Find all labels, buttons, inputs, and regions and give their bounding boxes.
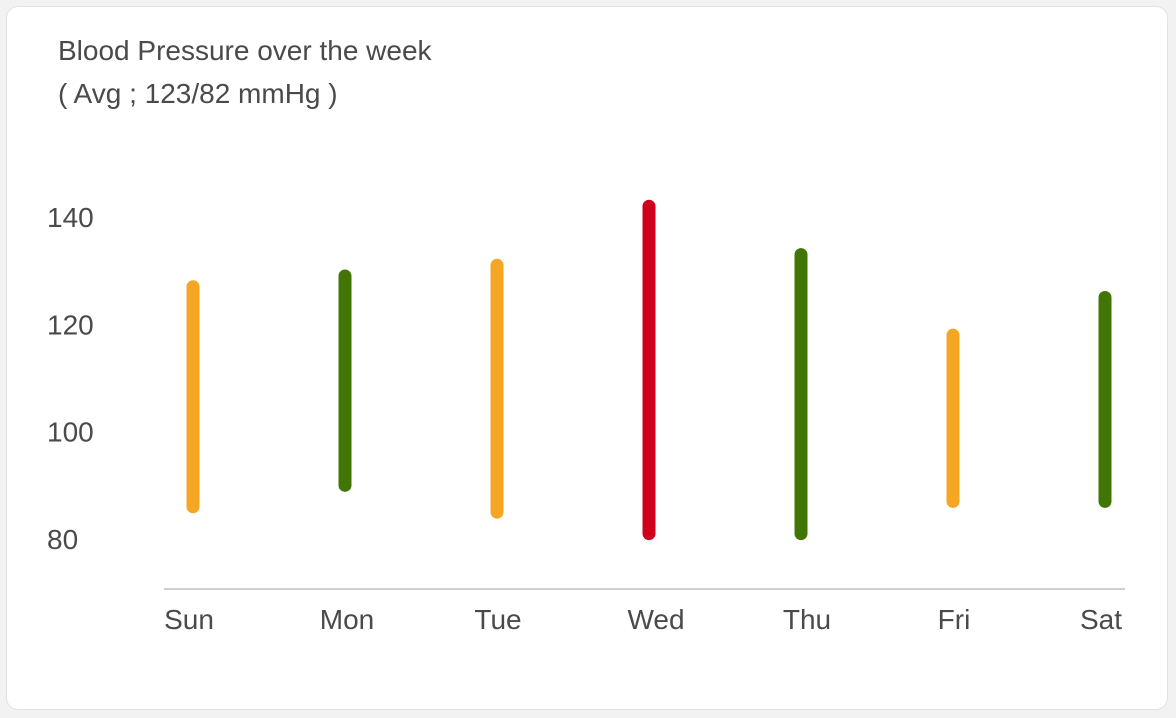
chart-subtitle: ( Avg ; 123/82 mmHg ) [58, 78, 338, 109]
x-tick-label-thu: Thu [783, 604, 831, 635]
y-tick-label: 80 [47, 524, 78, 555]
chart-card [6, 6, 1168, 710]
x-tick-label-sun: Sun [164, 604, 214, 635]
x-tick-label-fri: Fri [938, 604, 971, 635]
x-axis-labels: Sun Mon Tue Wed Thu Fri Sat [164, 604, 1122, 635]
y-tick-label: 100 [47, 417, 94, 448]
x-tick-label-tue: Tue [474, 604, 521, 635]
y-axis-labels: 80 100 120 140 [47, 202, 94, 555]
x-tick-label-mon: Mon [320, 604, 374, 635]
chart-title-block: Blood Pressure over the week ( Avg ; 123… [58, 29, 432, 115]
x-tick-label-sat: Sat [1080, 604, 1122, 635]
x-tick-label-wed: Wed [627, 604, 684, 635]
pressure-bars [186, 199, 1112, 541]
chart-title: Blood Pressure over the week [58, 35, 432, 66]
y-tick-label: 120 [47, 309, 94, 340]
y-tick-label: 140 [47, 202, 94, 233]
